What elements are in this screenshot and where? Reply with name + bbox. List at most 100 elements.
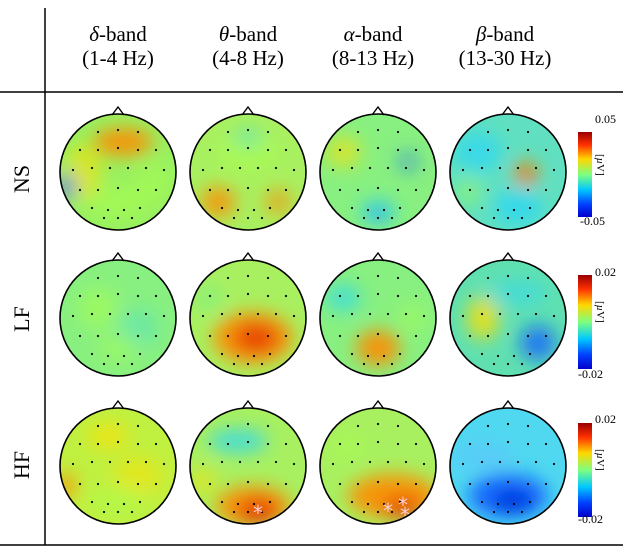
electrode-dot: [226, 424, 230, 428]
electrode-dot: [102, 510, 106, 514]
electrode-dot: [106, 502, 110, 506]
electrode-dot: [232, 216, 236, 220]
electrode-dot: [376, 510, 380, 514]
topomap-activation-region: [88, 186, 148, 218]
electrode-dot: [71, 462, 75, 466]
electrode-dot: [236, 354, 240, 358]
electrode-dot: [136, 130, 140, 134]
electrode-dot: [331, 168, 335, 172]
electrode-dot: [122, 502, 126, 506]
electrode-dot: [376, 362, 380, 366]
electrode-dot: [544, 148, 548, 152]
electrode-dot: [226, 294, 230, 298]
electrode-dot: [284, 482, 288, 486]
electrode-dot: [96, 334, 100, 338]
electrode-dot: [144, 460, 148, 464]
electrode-dot: [396, 148, 400, 152]
electrode-dot: [208, 294, 212, 298]
electrode-dot: [506, 274, 510, 278]
electrode-dot: [201, 168, 205, 172]
electrode-dot: [274, 312, 278, 316]
electrode-dot: [232, 362, 236, 366]
electrode-dot: [422, 168, 426, 172]
electrode-dot: [266, 188, 270, 192]
topomap-r1-c3: [449, 251, 567, 377]
electrode-dot: [154, 442, 158, 446]
electrode-dot: [252, 208, 256, 212]
electrode-dot: [96, 424, 100, 428]
electrode-dot: [506, 480, 510, 484]
electrode-dot: [368, 166, 372, 170]
electrode-dot: [256, 460, 260, 464]
header-alpha-band: α-band (8-13 Hz): [313, 22, 433, 70]
electrode-dot: [516, 166, 520, 170]
electrode-dot: [246, 274, 250, 278]
electrode-dot: [136, 424, 140, 428]
electrode-dot: [266, 130, 270, 134]
electrode-dot: [252, 502, 256, 506]
electrode-dot: [356, 130, 360, 134]
unit-suffix: V]: [594, 164, 606, 176]
topomap-activation-region: [194, 284, 222, 312]
electrode-dot: [144, 166, 148, 170]
electrode-dot: [356, 294, 360, 298]
electrode-dot: [506, 186, 510, 190]
topomap-activation-region: [65, 144, 101, 200]
electrode-dot: [136, 188, 140, 192]
electrode-dot: [461, 462, 465, 466]
topomap-activation-region: [398, 152, 418, 172]
electrode-dot: [266, 276, 270, 280]
electrode-dot: [226, 276, 230, 280]
electrode-dot: [480, 166, 484, 170]
electrode-dot: [528, 206, 532, 210]
head-outline: [189, 407, 307, 525]
electrode-dot: [266, 442, 270, 446]
electrode-dot: [78, 334, 82, 338]
electrode-dot: [350, 312, 354, 316]
header-beta-band: β-band (13-30 Hz): [445, 22, 565, 70]
electrode-dot: [414, 148, 418, 152]
electrode-dot: [414, 188, 418, 192]
electrode-dot: [506, 362, 510, 366]
electrode-dot: [90, 500, 94, 504]
electrode-dot: [238, 312, 242, 316]
electrode-dot: [338, 334, 342, 338]
electrode-dot: [201, 462, 205, 466]
electrode-dot: [468, 334, 472, 338]
electrode-dot: [526, 442, 530, 446]
electrode-dot: [396, 276, 400, 280]
electrode-dot: [356, 334, 360, 338]
electrode-dot: [96, 130, 100, 134]
electrode-dot: [480, 206, 484, 210]
electrode-dot: [154, 334, 158, 338]
electrode-dot: [376, 422, 380, 426]
electrode-dot: [284, 148, 288, 152]
electrode-dot: [208, 148, 212, 152]
electrode-dot: [136, 442, 140, 446]
electrode-dot: [122, 354, 126, 358]
electrode-dot: [102, 362, 106, 366]
electrode-dot: [116, 146, 120, 150]
electrode-dot: [292, 314, 296, 318]
topomap-activation-region: [238, 499, 278, 523]
head-nose: [371, 399, 385, 410]
topomap-activation-region: [200, 186, 236, 218]
electrode-dot: [520, 510, 524, 514]
electrode-dot: [414, 482, 418, 486]
band-range: (4-8 Hz): [212, 46, 284, 70]
head-nose: [111, 399, 125, 410]
electrode-dot: [136, 294, 140, 298]
electrode-dot: [126, 166, 130, 170]
electrode-dot: [266, 334, 270, 338]
electrode-dot: [96, 442, 100, 446]
electrode-dot: [350, 166, 354, 170]
electrode-dot: [220, 166, 224, 170]
electrode-dot: [516, 312, 520, 316]
topomap-activation-region: [233, 129, 263, 145]
electrode-dot: [534, 166, 538, 170]
electrode-dot: [386, 312, 390, 316]
electrode-dot: [90, 206, 94, 210]
electrode-dot: [506, 440, 510, 444]
head-nose: [241, 251, 255, 262]
head-nose: [501, 105, 515, 116]
